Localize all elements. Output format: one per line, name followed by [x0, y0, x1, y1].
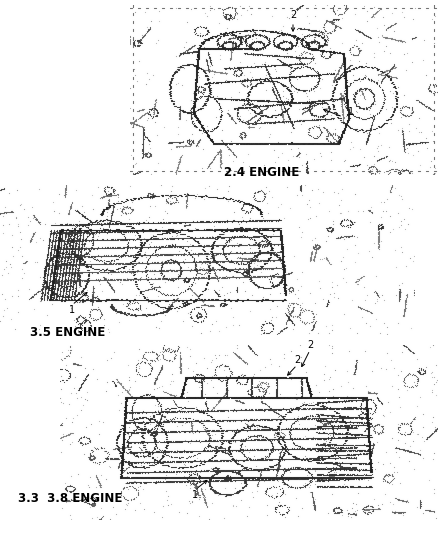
Text: 2.4 ENGINE: 2.4 ENGINE — [224, 166, 300, 179]
Text: 3.5 ENGINE: 3.5 ENGINE — [30, 327, 105, 340]
Text: 3.3  3.8 ENGINE: 3.3 3.8 ENGINE — [18, 491, 122, 505]
Text: 1: 1 — [192, 490, 198, 500]
Text: 1: 1 — [69, 305, 75, 315]
Text: 2: 2 — [290, 10, 296, 20]
Text: 2: 2 — [307, 340, 313, 350]
Text: 1: 1 — [348, 107, 354, 117]
Text: 2: 2 — [294, 355, 300, 365]
